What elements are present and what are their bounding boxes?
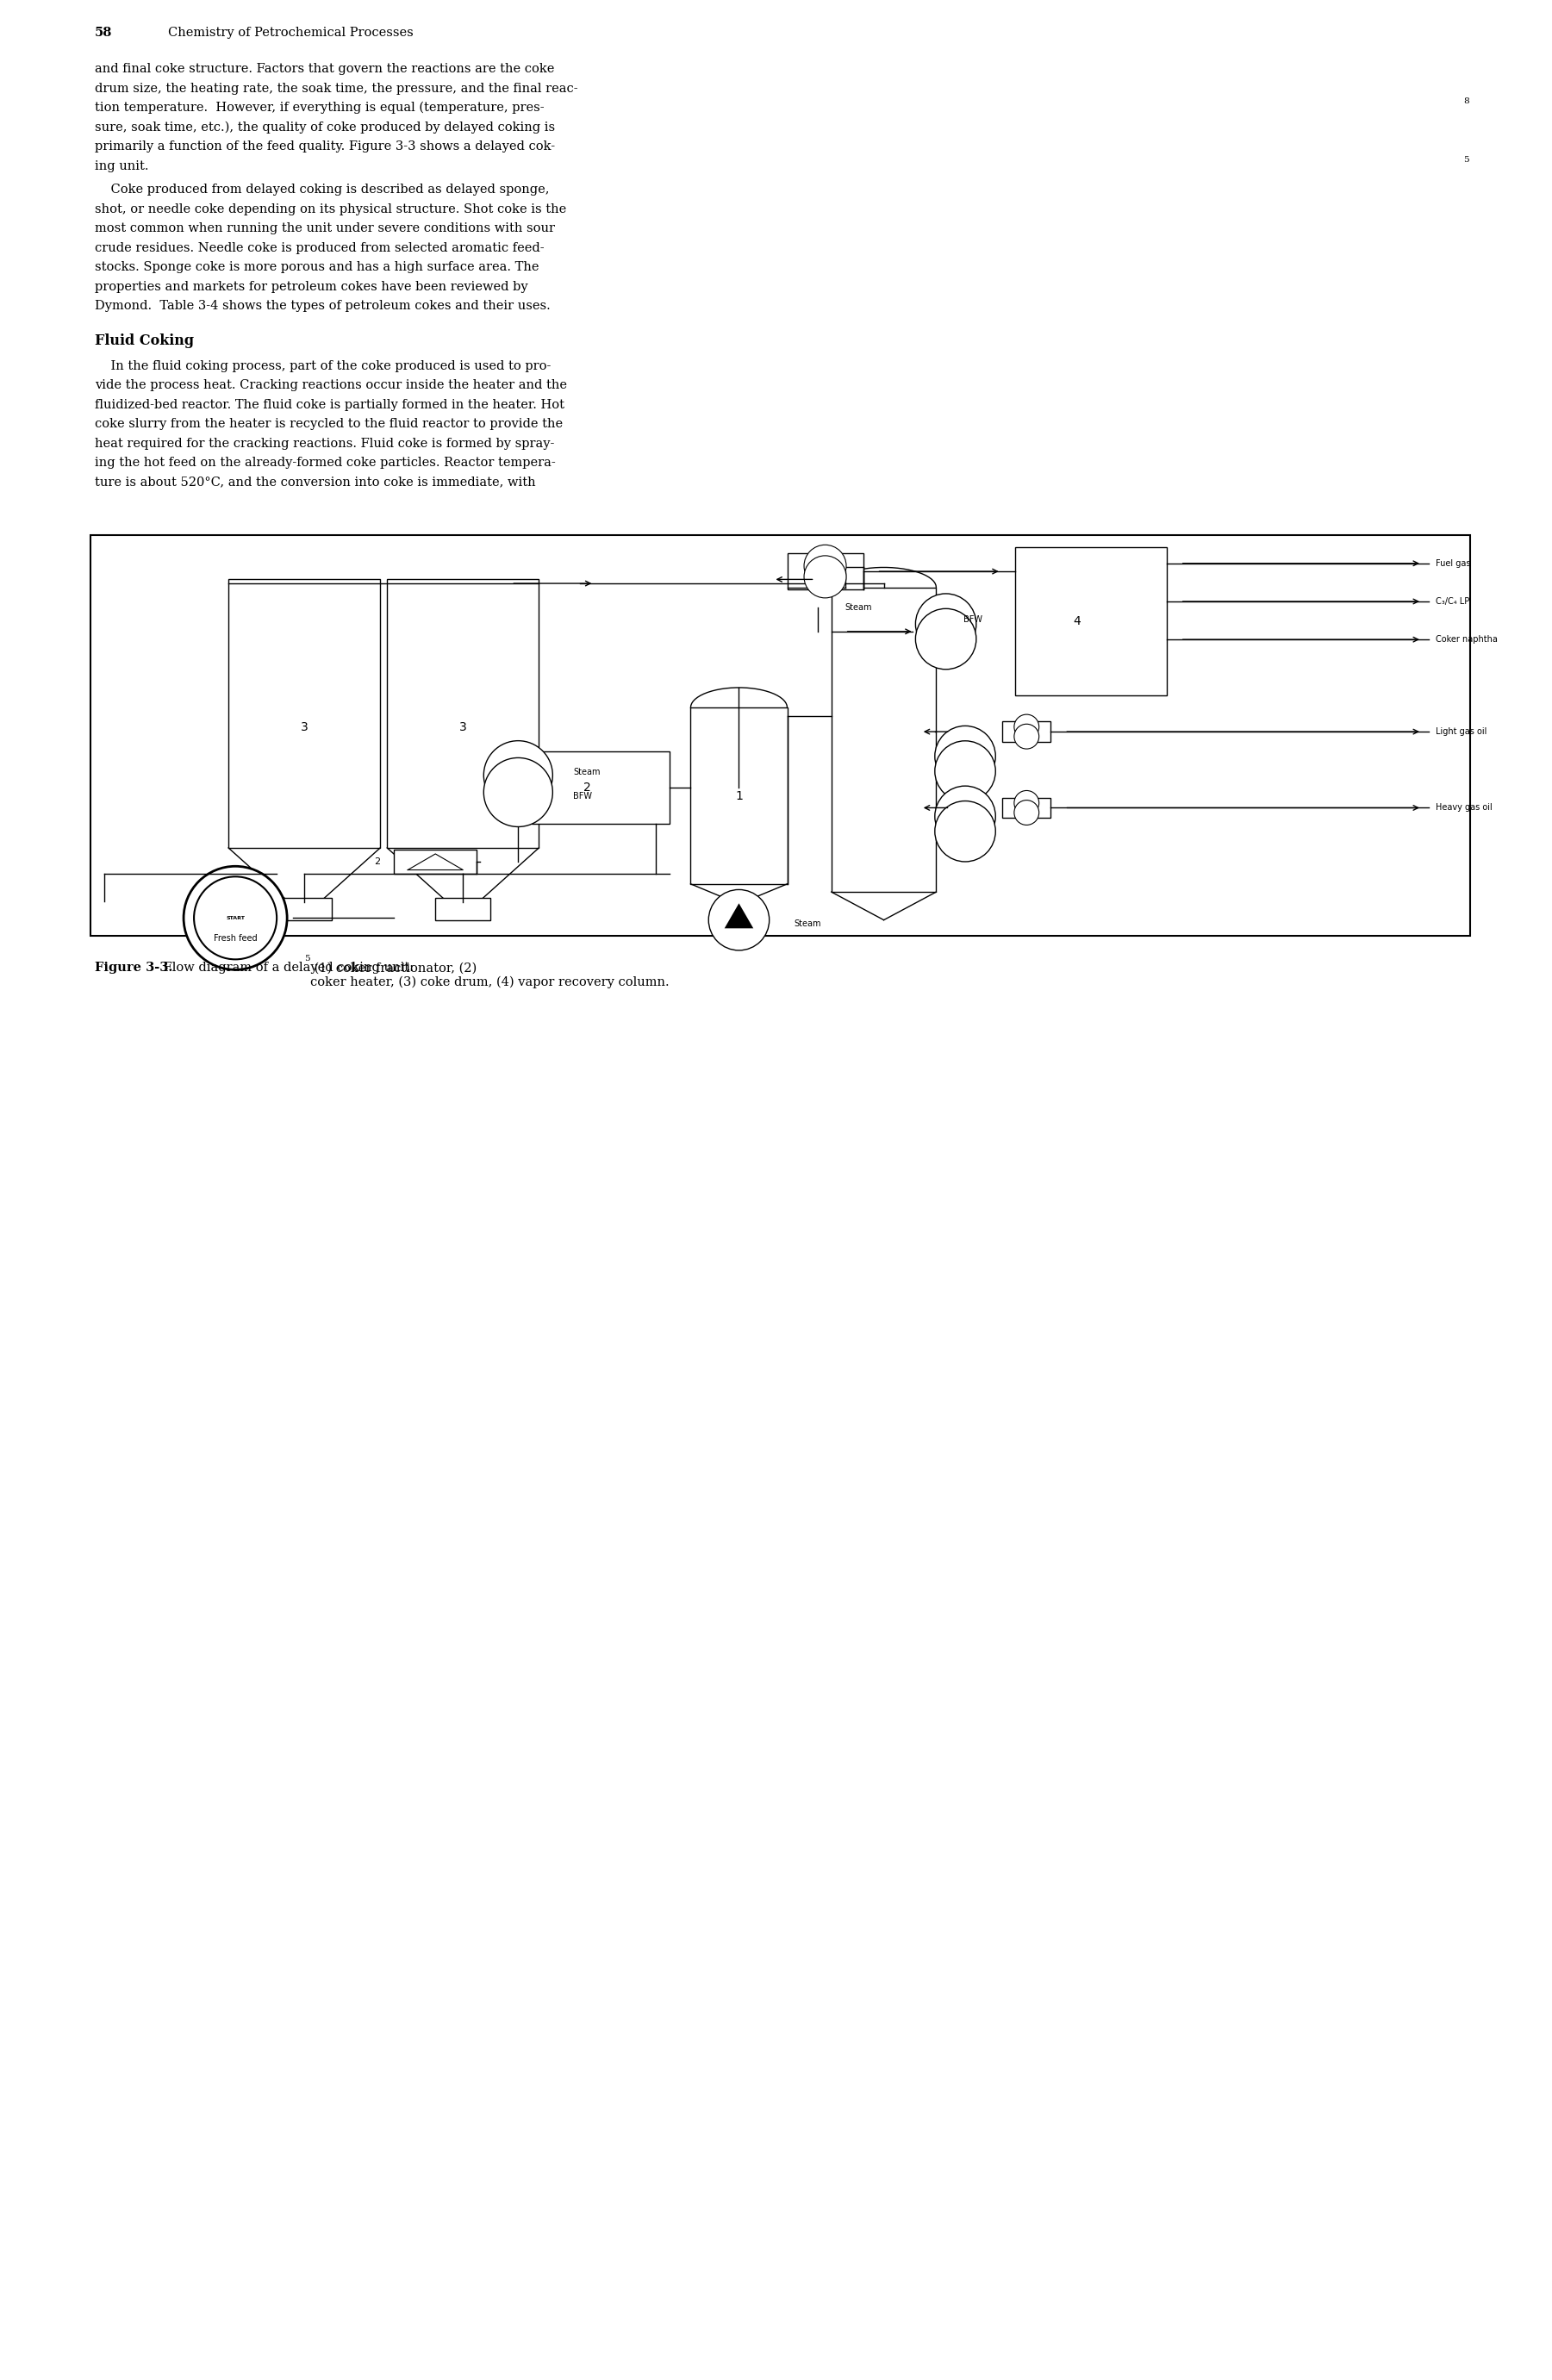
Bar bbox=[832, 588, 936, 892]
Text: coke slurry from the heater is recycled to the fluid reactor to provide the: coke slurry from the heater is recycled … bbox=[95, 419, 563, 431]
Text: Coker naphtha: Coker naphtha bbox=[1436, 635, 1498, 645]
Text: Figure 3-3.: Figure 3-3. bbox=[95, 962, 172, 973]
Circle shape bbox=[709, 890, 770, 950]
Text: BFW: BFW bbox=[573, 793, 593, 800]
Bar bbox=[90, 536, 1470, 935]
Circle shape bbox=[934, 802, 995, 862]
Circle shape bbox=[934, 726, 995, 785]
Bar bbox=[276, 897, 332, 921]
Text: 5: 5 bbox=[304, 954, 310, 964]
Bar bbox=[228, 578, 380, 847]
Text: Light gas oil: Light gas oil bbox=[1436, 728, 1487, 735]
Text: Steam: Steam bbox=[846, 602, 872, 612]
Text: properties and markets for petroleum cokes have been reviewed by: properties and markets for petroleum cok… bbox=[95, 281, 528, 293]
Text: ture is about 520°C, and the conversion into coke is immediate, with: ture is about 520°C, and the conversion … bbox=[95, 476, 535, 488]
Text: Fresh feed: Fresh feed bbox=[214, 933, 258, 942]
Text: 58: 58 bbox=[95, 26, 112, 38]
Text: most common when running the unit under severe conditions with sour: most common when running the unit under … bbox=[95, 221, 556, 233]
Text: C₃/C₄ LP: C₃/C₄ LP bbox=[1436, 597, 1470, 607]
Text: BFW: BFW bbox=[964, 614, 982, 624]
Bar bbox=[1015, 547, 1167, 695]
Text: 2: 2 bbox=[374, 857, 380, 866]
Circle shape bbox=[1013, 790, 1038, 816]
Text: 8: 8 bbox=[1464, 98, 1468, 105]
Text: Steam: Steam bbox=[795, 919, 821, 928]
Circle shape bbox=[183, 866, 287, 969]
Text: 3: 3 bbox=[301, 721, 309, 733]
Text: Flow diagram of a delayed coking unit:: Flow diagram of a delayed coking unit: bbox=[160, 962, 414, 973]
Text: fluidized-bed reactor. The fluid coke is partially formed in the heater. Hot: fluidized-bed reactor. The fluid coke is… bbox=[95, 400, 565, 412]
Text: sure, soak time, etc.), the quality of coke produced by delayed coking is: sure, soak time, etc.), the quality of c… bbox=[95, 121, 556, 133]
Bar bbox=[787, 555, 863, 590]
Text: In the fluid coking process, part of the coke produced is used to pro-: In the fluid coking process, part of the… bbox=[95, 359, 551, 371]
Text: ing the hot feed on the already-formed coke particles. Reactor tempera-: ing the hot feed on the already-formed c… bbox=[95, 457, 556, 469]
Text: 4: 4 bbox=[1072, 616, 1080, 628]
Bar bbox=[436, 897, 490, 921]
Circle shape bbox=[1013, 800, 1038, 826]
Circle shape bbox=[1013, 714, 1038, 740]
Text: 3: 3 bbox=[459, 721, 467, 733]
Text: shot, or needle coke depending on its physical structure. Shot coke is the: shot, or needle coke depending on its ph… bbox=[95, 202, 566, 214]
Text: Fluid Coking: Fluid Coking bbox=[95, 333, 194, 347]
Circle shape bbox=[484, 740, 553, 809]
Circle shape bbox=[804, 545, 846, 588]
Text: stocks. Sponge coke is more porous and has a high surface area. The: stocks. Sponge coke is more porous and h… bbox=[95, 262, 539, 274]
Text: tion temperature.  However, if everything is equal (temperature, pres-: tion temperature. However, if everything… bbox=[95, 102, 545, 114]
Text: 2: 2 bbox=[584, 781, 591, 795]
Text: Dymond.  Table 3-4 shows the types of petroleum cokes and their uses.: Dymond. Table 3-4 shows the types of pet… bbox=[95, 300, 551, 312]
Text: Fuel gas: Fuel gas bbox=[1436, 559, 1471, 569]
Bar bbox=[1003, 721, 1051, 743]
Circle shape bbox=[916, 593, 976, 654]
Circle shape bbox=[934, 785, 995, 847]
Text: Heavy gas oil: Heavy gas oil bbox=[1436, 804, 1493, 812]
Polygon shape bbox=[408, 854, 462, 871]
Text: START: START bbox=[227, 916, 245, 921]
Text: Coke produced from delayed coking is described as delayed sponge,: Coke produced from delayed coking is des… bbox=[95, 183, 549, 195]
Circle shape bbox=[1013, 724, 1038, 750]
Text: vide the process heat. Cracking reactions occur inside the heater and the: vide the process heat. Cracking reaction… bbox=[95, 378, 566, 390]
Circle shape bbox=[804, 555, 846, 597]
Bar bbox=[1003, 797, 1051, 819]
Text: crude residues. Needle coke is produced from selected aromatic feed-: crude residues. Needle coke is produced … bbox=[95, 243, 545, 255]
Bar bbox=[386, 578, 539, 847]
Text: (1) coker fractionator, (2)
coker heater, (3) coke drum, (4) vapor recovery colu: (1) coker fractionator, (2) coker heater… bbox=[310, 962, 669, 988]
Text: primarily a function of the feed quality. Figure 3-3 shows a delayed cok-: primarily a function of the feed quality… bbox=[95, 140, 556, 152]
Bar bbox=[394, 850, 476, 873]
Circle shape bbox=[916, 609, 976, 669]
Bar bbox=[691, 707, 787, 883]
Text: 1: 1 bbox=[736, 790, 743, 802]
Circle shape bbox=[194, 876, 276, 959]
Bar bbox=[532, 752, 670, 823]
Text: Chemistry of Petrochemical Processes: Chemistry of Petrochemical Processes bbox=[168, 26, 413, 38]
Text: heat required for the cracking reactions. Fluid coke is formed by spray-: heat required for the cracking reactions… bbox=[95, 438, 554, 450]
Text: Steam: Steam bbox=[573, 766, 601, 776]
Text: 5: 5 bbox=[1464, 155, 1468, 164]
Text: ing unit.: ing unit. bbox=[95, 159, 149, 171]
Text: and final coke structure. Factors that govern the reactions are the coke: and final coke structure. Factors that g… bbox=[95, 62, 554, 74]
Circle shape bbox=[934, 740, 995, 802]
Text: drum size, the heating rate, the soak time, the pressure, and the final reac-: drum size, the heating rate, the soak ti… bbox=[95, 83, 577, 95]
Polygon shape bbox=[725, 904, 753, 928]
Circle shape bbox=[484, 757, 553, 826]
